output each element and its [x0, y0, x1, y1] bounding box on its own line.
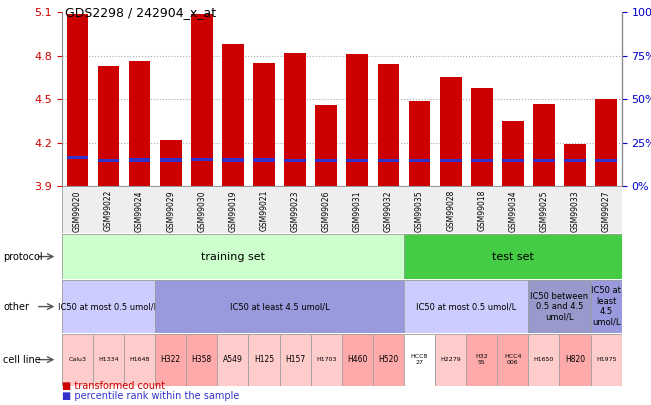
Text: other: other — [3, 302, 29, 311]
Bar — [315, 105, 337, 186]
Text: H460: H460 — [347, 355, 368, 364]
Text: IC50 at
least
4.5
umol/L: IC50 at least 4.5 umol/L — [591, 286, 621, 327]
Text: GSM99027: GSM99027 — [602, 190, 611, 232]
Bar — [284, 159, 306, 162]
Text: GSM99030: GSM99030 — [197, 190, 206, 232]
Text: GSM99018: GSM99018 — [477, 190, 486, 231]
Bar — [439, 77, 462, 186]
Text: GDS2298 / 242904_x_at: GDS2298 / 242904_x_at — [65, 6, 216, 19]
Bar — [159, 158, 182, 162]
Bar — [191, 14, 213, 186]
Bar — [222, 158, 243, 162]
Text: H358: H358 — [191, 355, 212, 364]
Bar — [222, 44, 243, 186]
Bar — [284, 53, 306, 186]
Bar — [129, 158, 150, 162]
Text: H1648: H1648 — [130, 357, 150, 362]
Text: test set: test set — [492, 252, 534, 262]
Text: ■ transformed count: ■ transformed count — [62, 381, 165, 391]
Bar — [378, 159, 399, 162]
Bar — [533, 159, 555, 162]
Text: HCC4
006: HCC4 006 — [504, 354, 521, 365]
Text: GSM99024: GSM99024 — [135, 190, 144, 232]
Bar — [502, 121, 523, 186]
Text: GSM99026: GSM99026 — [322, 190, 331, 232]
Text: GSM99025: GSM99025 — [540, 190, 548, 232]
Text: GSM99019: GSM99019 — [229, 190, 238, 232]
Bar — [409, 159, 430, 162]
Bar — [595, 99, 617, 186]
Bar — [66, 14, 89, 186]
Text: IC50 between
0.5 and 4.5
umol/L: IC50 between 0.5 and 4.5 umol/L — [531, 292, 589, 322]
Text: H32
55: H32 55 — [475, 354, 488, 365]
Bar — [253, 158, 275, 162]
Bar — [471, 159, 493, 162]
Text: H1703: H1703 — [316, 357, 337, 362]
Bar — [66, 156, 89, 160]
Text: IC50 at least 4.5 umol/L: IC50 at least 4.5 umol/L — [230, 302, 329, 311]
Text: GSM99032: GSM99032 — [384, 190, 393, 232]
Text: GSM99034: GSM99034 — [508, 190, 518, 232]
Text: GSM99021: GSM99021 — [260, 190, 268, 231]
Bar — [315, 159, 337, 162]
Bar — [533, 104, 555, 186]
Text: GSM99035: GSM99035 — [415, 190, 424, 232]
Bar — [346, 159, 368, 162]
Text: GSM99022: GSM99022 — [104, 190, 113, 231]
Text: H1650: H1650 — [534, 357, 554, 362]
Text: H1975: H1975 — [596, 357, 616, 362]
Bar — [346, 54, 368, 186]
Bar — [191, 158, 213, 161]
Bar — [159, 140, 182, 186]
Text: H157: H157 — [285, 355, 305, 364]
Bar — [564, 159, 586, 162]
Bar — [564, 144, 586, 186]
Text: cell line: cell line — [3, 355, 41, 364]
Bar — [98, 66, 119, 186]
Text: Calu3: Calu3 — [68, 357, 87, 362]
Text: GSM99033: GSM99033 — [570, 190, 579, 232]
Text: H820: H820 — [565, 355, 585, 364]
Text: ■ percentile rank within the sample: ■ percentile rank within the sample — [62, 391, 239, 401]
Text: H2279: H2279 — [440, 357, 461, 362]
Text: GSM99031: GSM99031 — [353, 190, 362, 232]
Text: H125: H125 — [254, 355, 274, 364]
Text: protocol: protocol — [3, 252, 43, 262]
Bar — [378, 64, 399, 186]
Bar — [439, 159, 462, 162]
Text: GSM99020: GSM99020 — [73, 190, 82, 232]
Text: HCC8
27: HCC8 27 — [411, 354, 428, 365]
Text: GSM99023: GSM99023 — [290, 190, 299, 232]
Text: H1334: H1334 — [98, 357, 119, 362]
Bar — [98, 159, 119, 162]
Bar — [253, 63, 275, 186]
Bar — [471, 87, 493, 186]
Bar — [129, 62, 150, 186]
Text: GSM99028: GSM99028 — [446, 190, 455, 231]
Text: H520: H520 — [378, 355, 398, 364]
Text: IC50 at most 0.5 umol/L: IC50 at most 0.5 umol/L — [59, 302, 159, 311]
Text: GSM99029: GSM99029 — [166, 190, 175, 232]
Text: IC50 at most 0.5 umol/L: IC50 at most 0.5 umol/L — [416, 302, 516, 311]
Bar — [595, 159, 617, 162]
Bar — [409, 101, 430, 186]
Bar — [502, 159, 523, 162]
Text: training set: training set — [201, 252, 265, 262]
Text: H322: H322 — [161, 355, 181, 364]
Text: A549: A549 — [223, 355, 243, 364]
